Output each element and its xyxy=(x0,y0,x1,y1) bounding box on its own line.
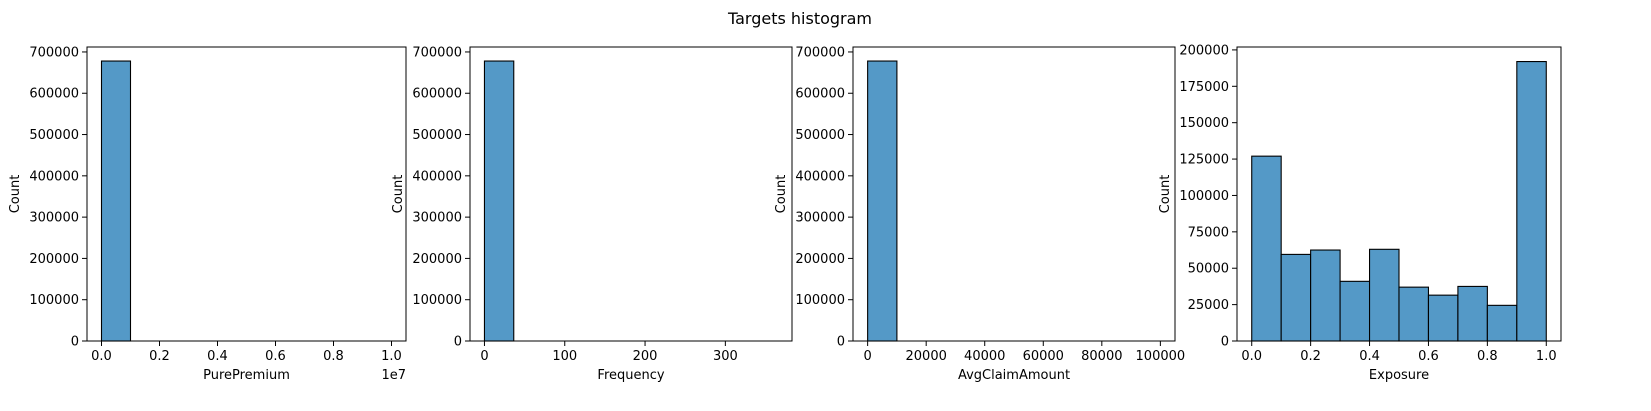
x-tick-label: 1.0 xyxy=(1536,349,1557,364)
histogram-bar xyxy=(1457,285,1488,342)
x-tick-label: 0.4 xyxy=(207,349,228,364)
histogram-panel-1: 0.0 0.2 0.4 0.6 0.8 1.0 0 100000 200000 300000 400… xyxy=(8,45,407,383)
histogram-bar xyxy=(483,60,515,342)
x-tick-label: 100 xyxy=(552,349,577,364)
x-tick-label: 200 xyxy=(633,349,658,364)
y-tick-label: 0 xyxy=(837,335,845,350)
y-tick-label: 600000 xyxy=(795,87,845,102)
histogram-panel-4: 0.0 0.2 0.4 0.6 0.8 1.0 0 25000 50000 75000 100000… xyxy=(1158,43,1562,383)
x-axis-offset-label: 1e7 xyxy=(381,368,406,383)
y-tick-label: 0 xyxy=(454,335,462,350)
histogram-bar xyxy=(1251,155,1282,342)
y-tick-label: 200000 xyxy=(29,252,79,267)
histogram-bar xyxy=(1398,286,1430,342)
y-tick-label: 75000 xyxy=(1188,225,1229,240)
y-tick-label: 300000 xyxy=(795,211,845,226)
y-tick-label: 100000 xyxy=(1179,189,1229,204)
y-tick-label: 100000 xyxy=(412,293,462,308)
x-tick-label: 0.0 xyxy=(1241,349,1262,364)
histogram-bar xyxy=(867,60,898,342)
x-axis-label: Exposure xyxy=(1369,368,1429,383)
y-tick-label: 300000 xyxy=(412,211,462,226)
histogram-bar xyxy=(1368,248,1400,342)
y-tick-label: 200000 xyxy=(1179,43,1229,58)
histogram-bar xyxy=(1339,280,1371,342)
y-tick-label: 700000 xyxy=(412,45,462,60)
y-tick-label: 0 xyxy=(71,335,79,350)
histogram-panel-3: 0 20000 40000 60000 80000 100000 0 100000 200000… xyxy=(774,45,1185,383)
x-tick-label: 40000 xyxy=(964,349,1005,364)
y-tick-label: 500000 xyxy=(795,128,845,143)
y-tick-label: 25000 xyxy=(1188,298,1229,313)
histogram-bar xyxy=(100,60,132,342)
histogram-bar xyxy=(1310,249,1341,342)
y-tick-label: 200000 xyxy=(412,252,462,267)
x-tick-label: 0 xyxy=(480,349,488,364)
y-tick-label: 600000 xyxy=(412,87,462,102)
y-axis-label: Count xyxy=(774,175,789,214)
y-tick-label: 500000 xyxy=(412,128,462,143)
x-tick-label: 1.0 xyxy=(381,349,402,364)
histogram-bar xyxy=(1516,61,1547,342)
y-axis-label: Count xyxy=(391,175,406,214)
y-tick-label: 400000 xyxy=(795,169,845,184)
x-tick-label: 80000 xyxy=(1081,349,1122,364)
y-tick-label: 300000 xyxy=(29,211,79,226)
histogram-bar xyxy=(1280,253,1312,342)
y-tick-label: 400000 xyxy=(29,169,79,184)
x-tick-label: 0.0 xyxy=(91,349,112,364)
y-tick-label: 100000 xyxy=(795,293,845,308)
x-tick-label: 0.6 xyxy=(1418,349,1439,364)
y-axis-label: Count xyxy=(1158,175,1173,214)
y-tick-label: 500000 xyxy=(29,128,79,143)
axes-frame xyxy=(86,46,407,342)
x-axis-label: PurePremium xyxy=(203,368,290,383)
y-tick-label: 125000 xyxy=(1179,153,1229,168)
x-tick-label: 60000 xyxy=(1023,349,1064,364)
y-tick-label: 200000 xyxy=(795,252,845,267)
histogram-bar xyxy=(1427,294,1459,342)
y-tick-label: 400000 xyxy=(412,169,462,184)
figure-title: Targets histogram xyxy=(727,9,872,28)
y-axis-label: Count xyxy=(8,175,23,214)
axes-frame xyxy=(852,46,1176,342)
y-tick-label: 100000 xyxy=(29,293,79,308)
y-tick-label: 150000 xyxy=(1179,116,1229,131)
x-tick-label: 0.4 xyxy=(1359,349,1380,364)
x-tick-label: 0.6 xyxy=(265,349,286,364)
axes-frame xyxy=(1236,46,1562,342)
x-tick-label: 300 xyxy=(713,349,738,364)
histogram-panel-2: 0 100 200 300 0 100000 200000 300000 400000 50000… xyxy=(391,45,793,383)
x-tick-label: 0.2 xyxy=(149,349,170,364)
axes-frame xyxy=(469,46,793,342)
x-tick-label: 100000 xyxy=(1136,349,1186,364)
histogram-bar xyxy=(1486,304,1518,342)
x-tick-label: 0 xyxy=(863,349,871,364)
y-tick-label: 0 xyxy=(1221,335,1229,350)
y-tick-label: 700000 xyxy=(795,45,845,60)
x-tick-label: 20000 xyxy=(906,349,947,364)
x-axis-label: Frequency xyxy=(597,368,664,383)
y-tick-label: 50000 xyxy=(1188,262,1229,277)
x-axis-label: AvgClaimAmount xyxy=(958,368,1070,383)
y-tick-label: 600000 xyxy=(29,87,79,102)
x-tick-label: 0.2 xyxy=(1300,349,1321,364)
x-tick-label: 0.8 xyxy=(1477,349,1498,364)
y-tick-label: 175000 xyxy=(1179,80,1229,95)
y-tick-label: 700000 xyxy=(29,45,79,60)
x-tick-label: 0.8 xyxy=(323,349,344,364)
